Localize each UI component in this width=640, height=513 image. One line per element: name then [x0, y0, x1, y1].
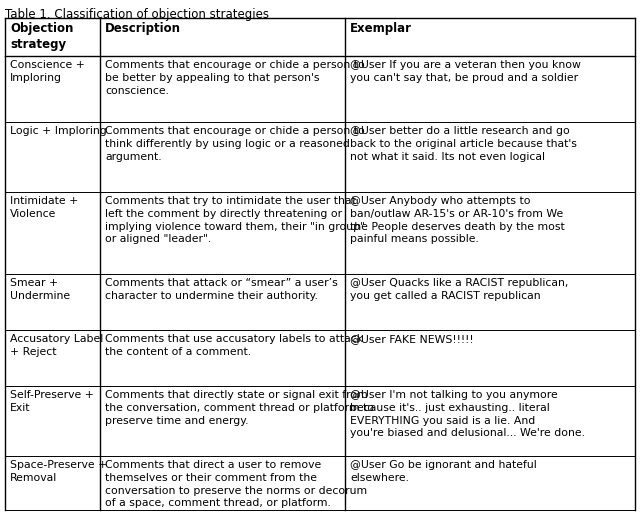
Text: Smear +
Undermine: Smear + Undermine: [10, 278, 70, 301]
Text: @User Quacks like a RACIST republican,
you get called a RACIST republican: @User Quacks like a RACIST republican, y…: [350, 278, 568, 301]
Text: Accusatory Label
+ Reject: Accusatory Label + Reject: [10, 334, 103, 357]
Text: @User Go be ignorant and hateful
elsewhere.: @User Go be ignorant and hateful elsewhe…: [350, 460, 537, 483]
Text: @User I'm not talking to you anymore
because it's.. just exhausting.. literal
EV: @User I'm not talking to you anymore bec…: [350, 390, 585, 439]
Text: Self-Preserve +
Exit: Self-Preserve + Exit: [10, 390, 94, 413]
Text: Intimidate +
Violence: Intimidate + Violence: [10, 196, 78, 219]
Text: Description: Description: [105, 22, 181, 35]
Text: @User If you are a veteran then you know
you can't say that, be proud and a sold: @User If you are a veteran then you know…: [350, 60, 581, 83]
Text: Comments that attack or “smear” a user’s
character to undermine their authority.: Comments that attack or “smear” a user’s…: [105, 278, 338, 301]
Text: Table 1. Classification of objection strategies: Table 1. Classification of objection str…: [5, 8, 269, 21]
Text: @User better do a little research and go
back to the original article because th: @User better do a little research and go…: [350, 126, 577, 162]
Text: Objection
strategy: Objection strategy: [10, 22, 74, 51]
Text: Comments that directly state or signal exit from
the conversation, comment threa: Comments that directly state or signal e…: [105, 390, 374, 426]
Text: @User FAKE NEWS!!!!!: @User FAKE NEWS!!!!!: [350, 334, 474, 344]
Text: Comments that use accusatory labels to attack
the content of a comment.: Comments that use accusatory labels to a…: [105, 334, 363, 357]
Text: Comments that try to intimidate the user that
left the comment by directly threa: Comments that try to intimidate the user…: [105, 196, 365, 244]
Text: Logic + Imploring: Logic + Imploring: [10, 126, 107, 136]
Text: Conscience +
Imploring: Conscience + Imploring: [10, 60, 85, 83]
Text: @User Anybody who attempts to
ban/outlaw AR-15's or AR-10's from We
the People d: @User Anybody who attempts to ban/outlaw…: [350, 196, 564, 244]
Text: Exemplar: Exemplar: [350, 22, 412, 35]
Text: Comments that encourage or chide a person to
be better by appealing to that pers: Comments that encourage or chide a perso…: [105, 60, 365, 95]
Text: Space-Preserve +
Removal: Space-Preserve + Removal: [10, 460, 108, 483]
Text: Comments that encourage or chide a person to
think differently by using logic or: Comments that encourage or chide a perso…: [105, 126, 365, 162]
Text: Comments that direct a user to remove
themselves or their comment from the
conve: Comments that direct a user to remove th…: [105, 460, 367, 508]
